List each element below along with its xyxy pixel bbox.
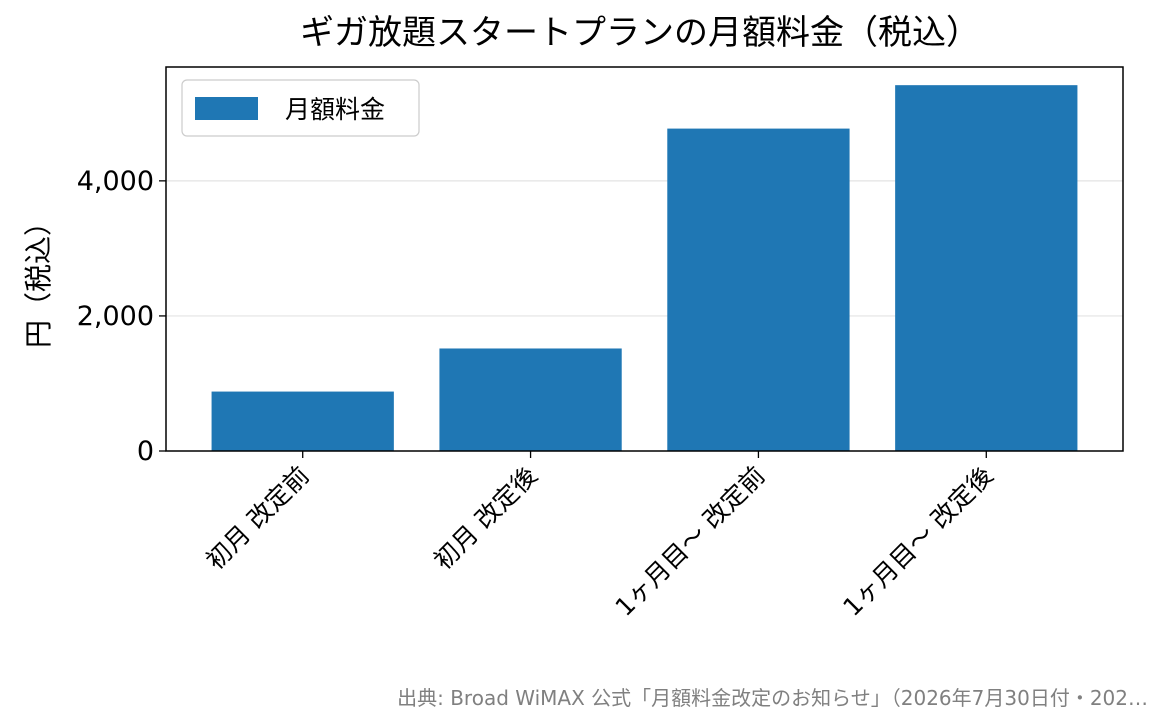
x-tick-label: 1ヶ月目〜 改定後 bbox=[837, 461, 998, 622]
bars bbox=[211, 85, 1078, 452]
legend: 月額料金 bbox=[181, 79, 420, 137]
legend-box bbox=[181, 79, 420, 137]
x-tick-label: 初月 改定後 bbox=[428, 461, 543, 576]
y-ticks: 0 2,000 4,000 bbox=[77, 166, 166, 467]
chart-title: ギガ放題スタートプランの月額料金（税込） bbox=[300, 13, 980, 53]
bar bbox=[667, 128, 850, 451]
legend-label: 月額料金 bbox=[285, 95, 385, 124]
y-tick-label: 4,000 bbox=[77, 166, 154, 197]
x-ticks: 初月 改定前 初月 改定後 1ヶ月目〜 改定前 1ヶ月目〜 改定後 bbox=[200, 451, 999, 622]
bar bbox=[439, 348, 622, 451]
y-axis-label: 円（税込） bbox=[22, 208, 55, 348]
y-tick-label: 2,000 bbox=[77, 301, 154, 332]
x-tick-label: 1ヶ月目〜 改定前 bbox=[610, 461, 771, 622]
x-tick-label: 初月 改定前 bbox=[200, 461, 315, 576]
plot-frame bbox=[165, 66, 1124, 452]
source-footnote: 出典: Broad WiMAX 公式「月額料金改定のお知らせ」（2026年7月3… bbox=[397, 686, 1148, 710]
legend-swatch bbox=[195, 97, 258, 120]
bar bbox=[895, 85, 1078, 452]
bar bbox=[211, 391, 394, 451]
y-tick-label: 0 bbox=[137, 436, 154, 467]
